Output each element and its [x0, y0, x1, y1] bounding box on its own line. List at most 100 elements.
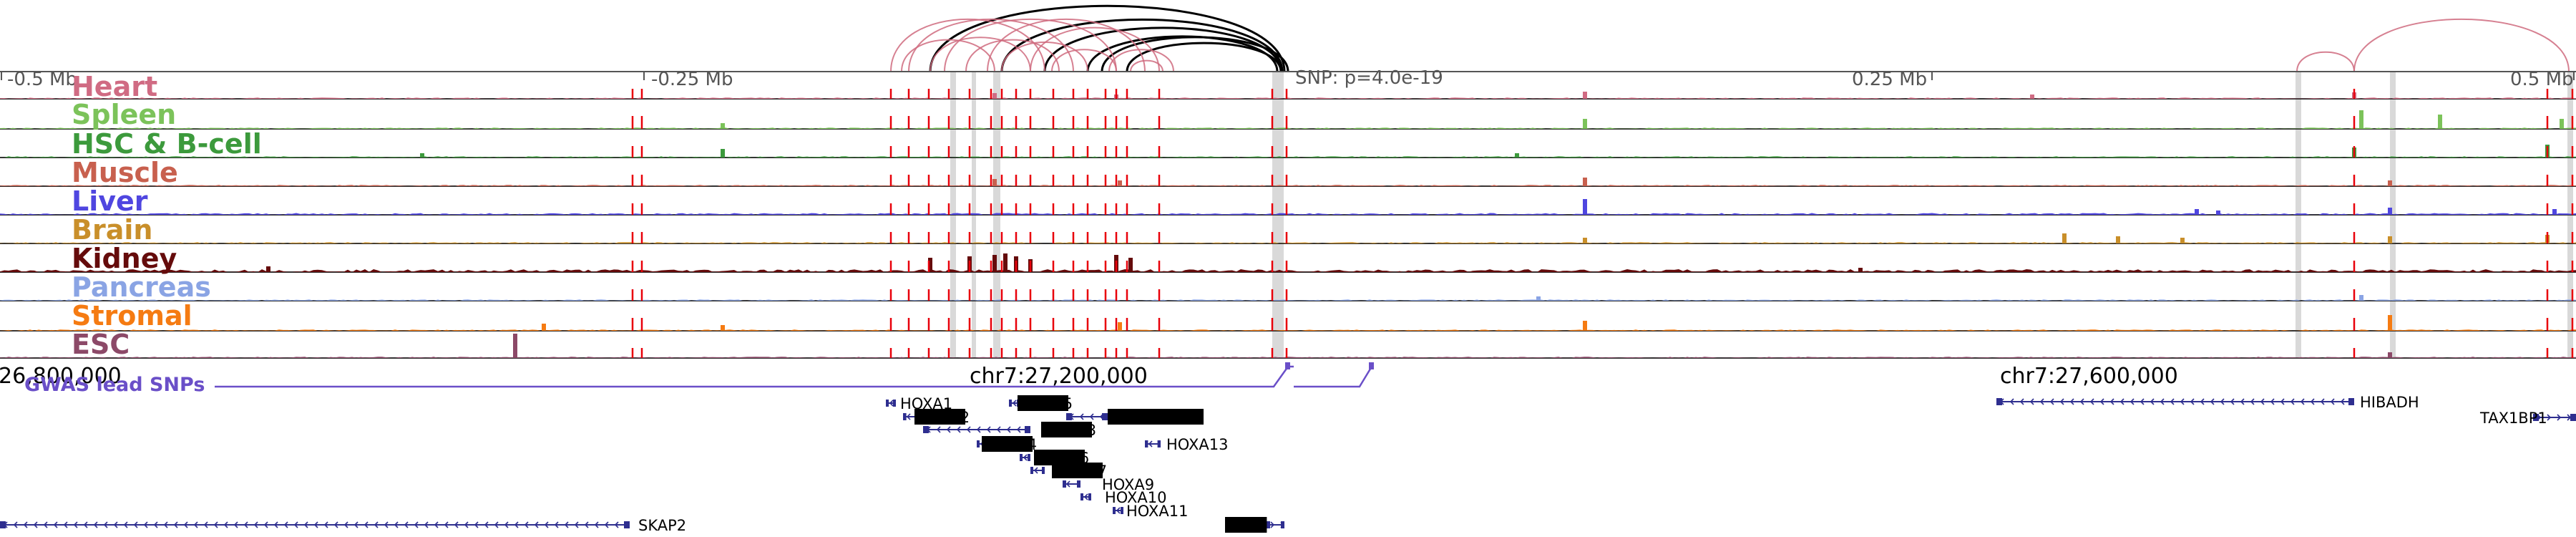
exon-block	[2348, 398, 2354, 405]
strand-chevron	[494, 521, 499, 528]
gene-label-box	[1052, 463, 1103, 478]
strand-chevron	[43, 521, 48, 528]
strand-chevron	[2009, 398, 2014, 405]
gene-skap2: SKAP2	[0, 517, 686, 534]
gene-label-box	[1041, 422, 1092, 437]
strand-chevron	[93, 521, 98, 528]
exon-block	[1102, 413, 1108, 420]
strand-chevron	[604, 521, 609, 528]
scale-label-minus-0.5mb: -0.5 Mb	[7, 69, 77, 90]
loop-arc-weak	[930, 37, 1031, 72]
strand-chevron	[2089, 398, 2094, 405]
strand-chevron	[13, 521, 18, 528]
strand-chevron	[2290, 398, 2295, 405]
strand-chevron	[1023, 454, 1028, 461]
gene-hibadh: HIBADH	[1996, 394, 2419, 411]
exon-block	[1157, 440, 1161, 448]
exon-block	[0, 521, 6, 528]
track-label-kidney: Kidney	[72, 243, 177, 274]
signal-peak	[542, 324, 546, 331]
signal-peak	[420, 153, 424, 158]
strand-chevron	[956, 426, 961, 433]
gene-label-box	[1034, 450, 1085, 465]
strand-chevron	[23, 521, 28, 528]
signal-peak	[2359, 110, 2363, 129]
strand-chevron	[323, 521, 328, 528]
signal-peak	[928, 258, 932, 272]
strand-chevron	[996, 426, 1001, 433]
gene-label-box	[914, 409, 965, 425]
gwas-track-label: GWAS lead SNPs	[24, 374, 205, 396]
coordinate-label-27600000: chr7:27,600,000	[2000, 364, 2178, 389]
coordinate-label-26800000: 26,800,000	[0, 364, 122, 389]
track-label-muscle: Muscle	[72, 157, 178, 188]
track-label-pancreas: Pancreas	[72, 271, 211, 303]
strand-chevron	[113, 521, 118, 528]
strand-chevron	[263, 521, 268, 528]
strand-chevron	[1006, 426, 1011, 433]
signal-noise	[0, 329, 2576, 331]
exon-block	[1025, 426, 1030, 433]
signal-peak	[2180, 238, 2185, 243]
strand-chevron	[2330, 398, 2335, 405]
gene-label: HOXA13	[1166, 436, 1228, 453]
exon-block	[1281, 521, 1284, 528]
strand-chevron	[544, 521, 549, 528]
signal-peak	[1118, 180, 1122, 186]
gene-label: HOXA2	[917, 409, 970, 426]
gene-label: AC004080.3	[1111, 409, 1203, 426]
strand-chevron	[614, 521, 619, 528]
strand-chevron	[364, 521, 369, 528]
exon-block	[1030, 467, 1033, 474]
gene-hoxa4: HOXA4	[977, 436, 1037, 453]
gene-label: HOXA7	[1055, 463, 1107, 480]
gene-evx1: EVX1	[1225, 517, 1285, 534]
strand-chevron	[343, 521, 348, 528]
strand-chevron	[1148, 440, 1153, 448]
strand-chevron	[584, 521, 589, 528]
gene-hoxa2: HOXA2	[903, 409, 970, 426]
gene-label-box	[1018, 395, 1068, 411]
loop-arc-weak	[965, 39, 1060, 72]
strand-chevron	[253, 521, 258, 528]
strand-chevron	[414, 521, 419, 528]
signal-peak	[1515, 153, 1519, 158]
gene-hoxa13: HOXA13	[1145, 436, 1228, 453]
strand-chevron	[1089, 413, 1094, 420]
gene-label: HOXA11	[1126, 503, 1188, 520]
strand-chevron	[2019, 398, 2024, 405]
strand-chevron	[976, 426, 981, 433]
signal-peak	[2560, 119, 2564, 129]
signal-peak	[1003, 253, 1008, 272]
signal-peak	[2438, 115, 2442, 129]
snp-pvalue-label: SNP: p=4.0e-19	[1295, 67, 1443, 89]
exon-block	[1996, 398, 2002, 405]
signal-noise	[0, 357, 2576, 358]
gwas-link-line	[215, 365, 1294, 388]
signal-peak	[2216, 211, 2220, 215]
strand-chevron	[2300, 398, 2305, 405]
strand-chevron	[1116, 507, 1121, 514]
strand-chevron	[153, 521, 158, 528]
loop-arc-strong	[1043, 26, 1282, 72]
gene-hoxa9: HOXA9	[1063, 476, 1154, 493]
strand-chevron	[946, 426, 951, 433]
signal-peak	[2388, 352, 2392, 358]
gene-label-box	[1225, 517, 1267, 533]
exon-block	[1020, 454, 1023, 461]
strand-chevron	[504, 521, 509, 528]
gene-label: HOXA3	[1044, 422, 1096, 439]
gwas-snp-marker	[1285, 362, 1290, 369]
strand-chevron	[163, 521, 168, 528]
strand-chevron	[2049, 398, 2054, 405]
strand-chevron	[63, 521, 68, 528]
strand-chevron	[2129, 398, 2135, 405]
strand-chevron	[2029, 398, 2034, 405]
scale-label-0.5mb: 0.5 Mb	[2510, 69, 2574, 90]
exon-block	[1145, 440, 1148, 448]
strand-chevron	[2320, 398, 2325, 405]
exon-block	[1063, 480, 1066, 488]
strand-chevron	[303, 521, 308, 528]
strand-chevron	[2069, 398, 2074, 405]
gene-label: TAX1BP1	[2479, 410, 2547, 427]
